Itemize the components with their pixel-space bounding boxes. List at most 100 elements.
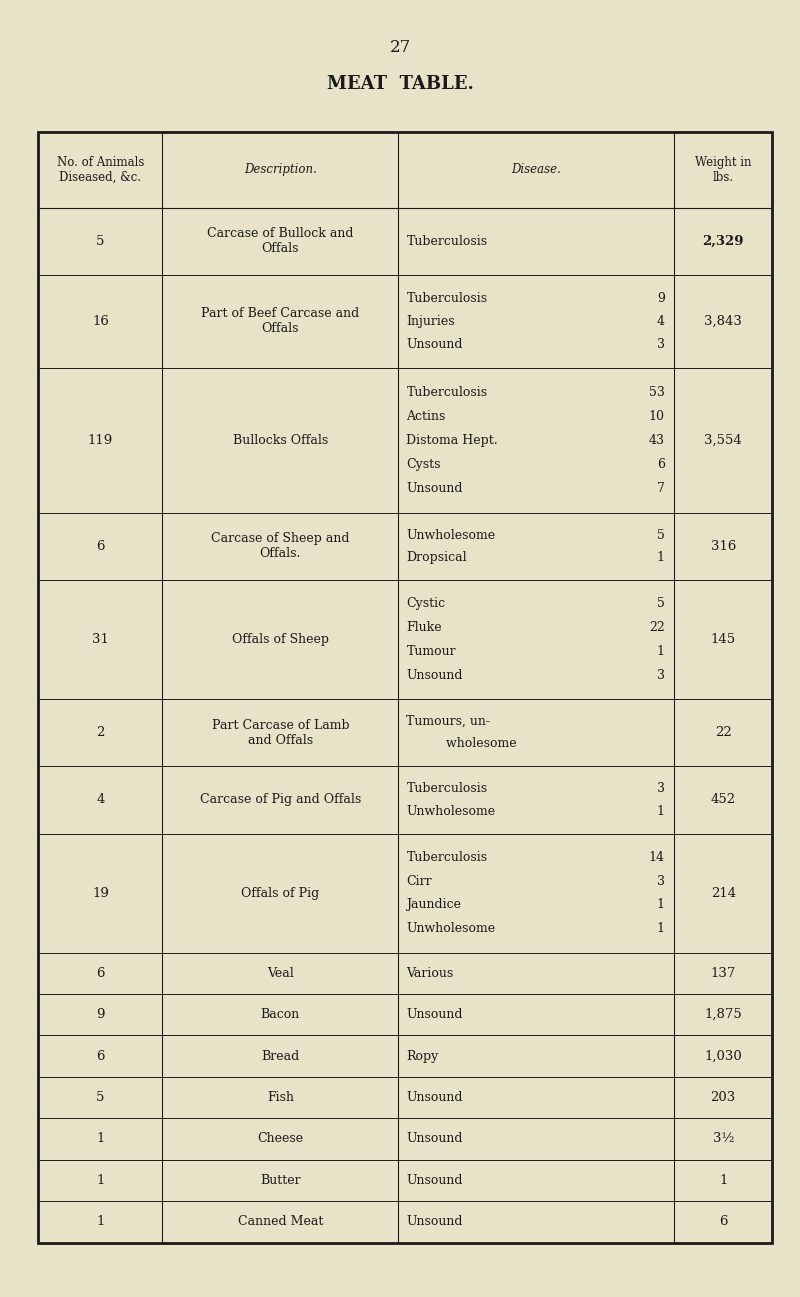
Text: 3,554: 3,554 — [704, 434, 742, 447]
Text: 22: 22 — [715, 726, 731, 739]
Text: Tuberculosis: Tuberculosis — [406, 385, 487, 398]
Text: 4: 4 — [96, 794, 105, 807]
Text: Carcase of Pig and Offals: Carcase of Pig and Offals — [200, 794, 361, 807]
Text: Carcase of Bullock and
Offals: Carcase of Bullock and Offals — [207, 227, 354, 256]
Text: 1: 1 — [719, 1174, 727, 1187]
Text: Unsound: Unsound — [406, 482, 463, 495]
Text: 16: 16 — [92, 315, 109, 328]
Text: 5: 5 — [96, 1091, 105, 1104]
Text: 43: 43 — [649, 434, 665, 447]
Text: 1,030: 1,030 — [704, 1049, 742, 1062]
Text: 214: 214 — [710, 887, 736, 900]
Text: 10: 10 — [649, 410, 665, 423]
Text: Bacon: Bacon — [261, 1008, 300, 1021]
Bar — [38, 132, 772, 1243]
Text: Part Carcase of Lamb
and Offals: Part Carcase of Lamb and Offals — [211, 719, 350, 747]
Text: Carcase of Sheep and
Offals.: Carcase of Sheep and Offals. — [211, 532, 350, 560]
Text: 19: 19 — [92, 887, 109, 900]
Text: 22: 22 — [649, 621, 665, 634]
Text: Fluke: Fluke — [406, 621, 442, 634]
Text: Part of Beef Carcase and
Offals: Part of Beef Carcase and Offals — [202, 307, 359, 336]
Text: 5: 5 — [657, 598, 665, 611]
Text: Disease.: Disease. — [511, 163, 562, 176]
Text: 119: 119 — [88, 434, 113, 447]
Text: 1: 1 — [96, 1132, 105, 1145]
Text: Cheese: Cheese — [258, 1132, 303, 1145]
Text: 316: 316 — [710, 540, 736, 553]
Text: Cystic: Cystic — [406, 598, 446, 611]
Text: wholesome: wholesome — [406, 738, 517, 751]
Text: 4: 4 — [657, 315, 665, 328]
Text: 2,329: 2,329 — [702, 235, 744, 248]
Text: 27: 27 — [390, 39, 410, 56]
Text: Distoma Hept.: Distoma Hept. — [406, 434, 498, 447]
Text: Unsound: Unsound — [406, 1091, 463, 1104]
Text: Unsound: Unsound — [406, 1174, 463, 1187]
Text: 3: 3 — [657, 339, 665, 351]
Text: 3½: 3½ — [713, 1132, 734, 1145]
Text: 3: 3 — [657, 669, 665, 682]
Text: 1,875: 1,875 — [704, 1008, 742, 1021]
Text: 1: 1 — [657, 645, 665, 658]
Text: 1: 1 — [657, 804, 665, 817]
Text: Butter: Butter — [260, 1174, 301, 1187]
Text: No. of Animals
Diseased, &c.: No. of Animals Diseased, &c. — [57, 156, 144, 184]
Text: Tuberculosis: Tuberculosis — [406, 235, 487, 248]
Text: Tuberculosis: Tuberculosis — [406, 782, 487, 795]
Text: Offals of Sheep: Offals of Sheep — [232, 633, 329, 646]
Text: 452: 452 — [710, 794, 736, 807]
Text: Unwholesome: Unwholesome — [406, 804, 495, 817]
Text: Unwholesome: Unwholesome — [406, 529, 495, 542]
Text: 6: 6 — [96, 540, 105, 553]
Text: Tumour: Tumour — [406, 645, 456, 658]
Text: Actins: Actins — [406, 410, 446, 423]
Text: 6: 6 — [96, 966, 105, 979]
Text: 2: 2 — [96, 726, 105, 739]
Text: Offals of Pig: Offals of Pig — [242, 887, 319, 900]
Text: 1: 1 — [96, 1174, 105, 1187]
Text: 6: 6 — [719, 1215, 727, 1228]
Text: Various: Various — [406, 966, 454, 979]
Text: Tuberculosis: Tuberculosis — [406, 851, 487, 864]
Text: Veal: Veal — [267, 966, 294, 979]
Text: Tumours, un-: Tumours, un- — [406, 715, 490, 728]
Text: 1: 1 — [96, 1215, 105, 1228]
Text: Ropy: Ropy — [406, 1049, 438, 1062]
Text: Bread: Bread — [262, 1049, 299, 1062]
Text: Cysts: Cysts — [406, 458, 441, 471]
Text: 1: 1 — [657, 899, 665, 912]
Text: Unsound: Unsound — [406, 1215, 463, 1228]
Text: 203: 203 — [710, 1091, 736, 1104]
Text: 5: 5 — [657, 529, 665, 542]
Text: Unsound: Unsound — [406, 1132, 463, 1145]
Text: 6: 6 — [657, 458, 665, 471]
Text: Unsound: Unsound — [406, 1008, 463, 1021]
Text: 53: 53 — [649, 385, 665, 398]
Text: 3,843: 3,843 — [704, 315, 742, 328]
Text: MEAT  TABLE.: MEAT TABLE. — [326, 75, 474, 93]
Text: Weight in
lbs.: Weight in lbs. — [695, 156, 751, 184]
Text: Description.: Description. — [244, 163, 317, 176]
Text: 1: 1 — [657, 551, 665, 564]
Text: Bullocks Offals: Bullocks Offals — [233, 434, 328, 447]
Text: Dropsical: Dropsical — [406, 551, 467, 564]
Text: Cirr: Cirr — [406, 874, 432, 887]
Text: 145: 145 — [710, 633, 736, 646]
Text: Jaundice: Jaundice — [406, 899, 462, 912]
Text: 137: 137 — [710, 966, 736, 979]
Text: Tuberculosis: Tuberculosis — [406, 292, 487, 305]
Text: 7: 7 — [657, 482, 665, 495]
Text: Unwholesome: Unwholesome — [406, 922, 495, 935]
Text: Canned Meat: Canned Meat — [238, 1215, 323, 1228]
Text: 3: 3 — [657, 782, 665, 795]
Text: 1: 1 — [657, 922, 665, 935]
Text: Fish: Fish — [267, 1091, 294, 1104]
Text: 3: 3 — [657, 874, 665, 887]
Text: 6: 6 — [96, 1049, 105, 1062]
Text: 5: 5 — [96, 235, 105, 248]
Text: 31: 31 — [92, 633, 109, 646]
Text: 14: 14 — [649, 851, 665, 864]
Text: Injuries: Injuries — [406, 315, 455, 328]
Text: Unsound: Unsound — [406, 339, 463, 351]
Text: 9: 9 — [96, 1008, 105, 1021]
